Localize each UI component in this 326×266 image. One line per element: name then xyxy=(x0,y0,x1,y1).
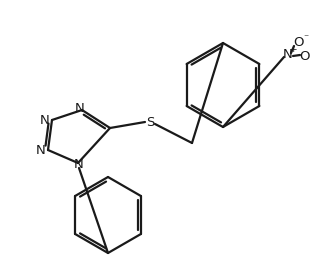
Text: ⁻: ⁻ xyxy=(304,33,309,43)
Text: N: N xyxy=(75,102,85,115)
Text: N: N xyxy=(74,157,84,171)
Text: S: S xyxy=(146,115,154,128)
Text: +: + xyxy=(289,44,297,53)
Text: O: O xyxy=(293,36,303,49)
Text: N: N xyxy=(40,114,50,127)
Text: N: N xyxy=(283,48,293,61)
Text: N: N xyxy=(36,143,46,156)
Text: O: O xyxy=(300,49,310,63)
